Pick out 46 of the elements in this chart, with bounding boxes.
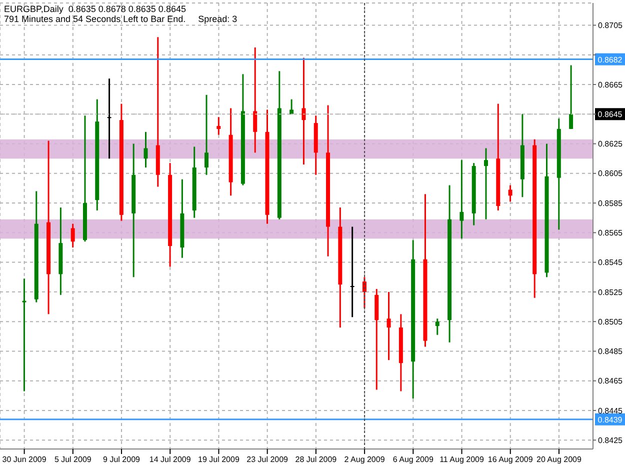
- x-tick-label: 5 Jul 2009: [54, 455, 92, 464]
- y-tick-label: 0.8705: [598, 21, 624, 30]
- candlestick: [435, 318, 440, 336]
- y-tick-label: 0.8565: [598, 228, 624, 238]
- y-tick-label: 0.8525: [598, 288, 624, 297]
- y-tick-label: 0.8605: [598, 169, 624, 178]
- candlestick: [22, 278, 26, 392]
- y-tick-label: 0.8485: [598, 347, 624, 356]
- x-tick-label: 30 Jun 2009: [2, 455, 47, 464]
- annotation: 791 Minutes and 54 Seconds Left to Bar End. Spread: 3: [4, 14, 238, 24]
- candlestick: [290, 98, 294, 115]
- y-tick-label: 0.8445: [598, 406, 624, 416]
- y-tick-label: 0.8465: [598, 376, 624, 386]
- y-tick-label: 0.8665: [598, 80, 624, 90]
- y-tick-label: 0.8505: [598, 317, 624, 326]
- chart-title: EURGBP,Daily 0.8635 0.8678 0.8635 0.8645: [4, 4, 187, 14]
- x-tick-label: 11 Aug 2009: [440, 455, 484, 464]
- candlestick: [107, 78, 112, 160]
- candlestick: [508, 184, 512, 202]
- candlestick: [386, 291, 391, 361]
- x-tick-label: 14 Jul 2009: [149, 455, 192, 464]
- ref-line-label: 0.8645: [598, 110, 623, 120]
- x-tick-label: 23 Jul 2009: [246, 455, 289, 464]
- candlestick: [144, 131, 148, 168]
- x-tick-label: 19 Jul 2009: [198, 455, 240, 464]
- x-tick-label: 28 Jul 2009: [295, 455, 338, 464]
- y-tick-label: 0.8585: [598, 198, 624, 208]
- y-tick-label: 0.8425: [598, 436, 624, 445]
- candlestick: [302, 57, 306, 166]
- candlestick: [204, 94, 208, 176]
- candlestick: [253, 46, 258, 154]
- y-tick-label: 0.8545: [598, 258, 624, 268]
- candlestick: [70, 223, 75, 248]
- candlestick: [569, 64, 574, 130]
- candlestick: [350, 226, 354, 318]
- ref-line-label: 0.8682: [598, 55, 623, 64]
- x-tick-label: 20 Aug 2009: [536, 455, 582, 464]
- candlestick: [460, 159, 464, 240]
- ref-line-label: 0.8439: [598, 415, 623, 424]
- candlestick: [216, 116, 221, 136]
- x-tick-label: 16 Aug 2009: [488, 455, 534, 464]
- candlestick: [484, 147, 488, 220]
- x-tick-label: 6 Aug 2009: [392, 455, 434, 464]
- y-tick-label: 0.8625: [598, 140, 624, 149]
- x-tick-label: 9 Jul 2009: [103, 455, 141, 464]
- x-tick-label: 2 Aug 2009: [344, 455, 386, 464]
